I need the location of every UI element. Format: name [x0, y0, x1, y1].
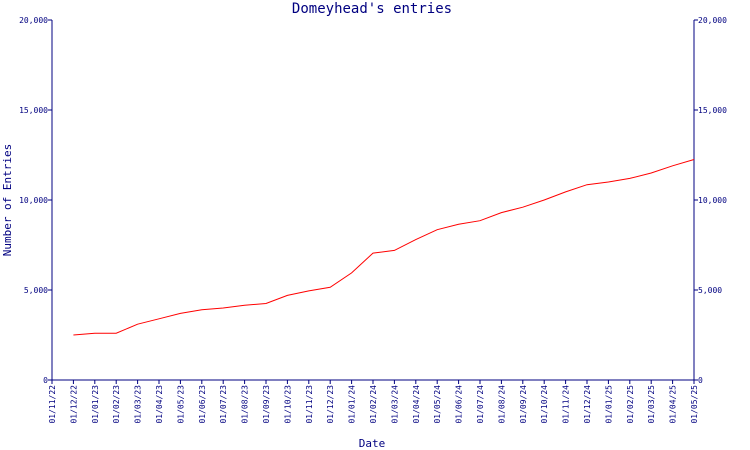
x-tick-label: 01/09/24	[519, 385, 528, 424]
y-tick-label-right: 10,000	[698, 196, 727, 205]
x-tick-label: 01/05/24	[433, 385, 442, 424]
y-tick-label: 20,000	[19, 16, 48, 25]
y-axis-left: 0 5,000 10,000 15,000 20,000	[19, 16, 52, 385]
series-line	[73, 159, 695, 336]
x-tick-label: 01/01/25	[604, 385, 613, 424]
x-tick-label: 01/04/25	[669, 385, 678, 424]
x-tick-label: 01/11/24	[562, 385, 571, 424]
x-tick-label: 01/02/25	[626, 385, 635, 424]
x-tick-label: 01/03/24	[390, 385, 399, 424]
x-tick-label: 01/10/24	[540, 385, 549, 424]
y-tick-label: 5,000	[24, 286, 48, 295]
x-tick-label: 01/06/24	[455, 385, 464, 424]
x-tick-label: 01/06/23	[198, 385, 207, 424]
x-tick-label: 01/04/24	[412, 385, 421, 424]
x-tick-label: 01/03/23	[134, 385, 143, 424]
x-tick-label: 01/09/23	[262, 385, 271, 424]
x-tick-label: 01/07/23	[219, 385, 228, 424]
x-tick-label: 01/05/25	[690, 385, 699, 424]
x-tick-label: 01/02/24	[369, 385, 378, 424]
x-tick-label: 01/05/23	[176, 385, 185, 424]
x-tick-label: 01/01/23	[91, 385, 100, 424]
x-tick-label: 01/08/23	[241, 385, 250, 424]
y-tick-label: 0	[43, 376, 48, 385]
x-tick-label: 01/11/23	[305, 385, 314, 424]
x-tick-label: 01/12/24	[583, 385, 592, 424]
x-tick-label: 01/08/24	[497, 385, 506, 424]
x-axis-label: Date	[359, 437, 386, 450]
x-axis: 01/11/22 01/12/22 01/01/23 01/02/23 01/03/23…	[48, 380, 699, 424]
y-axis-right: 0 5,000 10,000 15,000 20,000	[694, 16, 727, 385]
y-axis-label: Number of Entries	[1, 144, 14, 257]
y-tick-label-right: 15,000	[698, 106, 727, 115]
x-tick-label: 01/02/23	[112, 385, 121, 424]
y-tick-label: 10,000	[19, 196, 48, 205]
chart-title: Domeyhead's entries	[292, 1, 452, 17]
y-tick-label-right: 0	[698, 376, 703, 385]
x-tick-label: 01/07/24	[476, 385, 485, 424]
y-tick-label-right: 5,000	[698, 286, 722, 295]
x-tick-label: 01/04/23	[155, 385, 164, 424]
x-tick-label: 01/12/23	[326, 385, 335, 424]
x-tick-label: 01/11/22	[48, 385, 57, 424]
y-tick-label-right: 20,000	[698, 16, 727, 25]
x-tick-label: 01/03/25	[647, 385, 656, 424]
x-tick-label: 01/01/24	[348, 385, 357, 424]
x-tick-label: 01/12/22	[69, 385, 78, 424]
y-tick-label: 15,000	[19, 106, 48, 115]
x-tick-label: 01/10/23	[283, 385, 292, 424]
plot-frame	[51, 20, 695, 381]
